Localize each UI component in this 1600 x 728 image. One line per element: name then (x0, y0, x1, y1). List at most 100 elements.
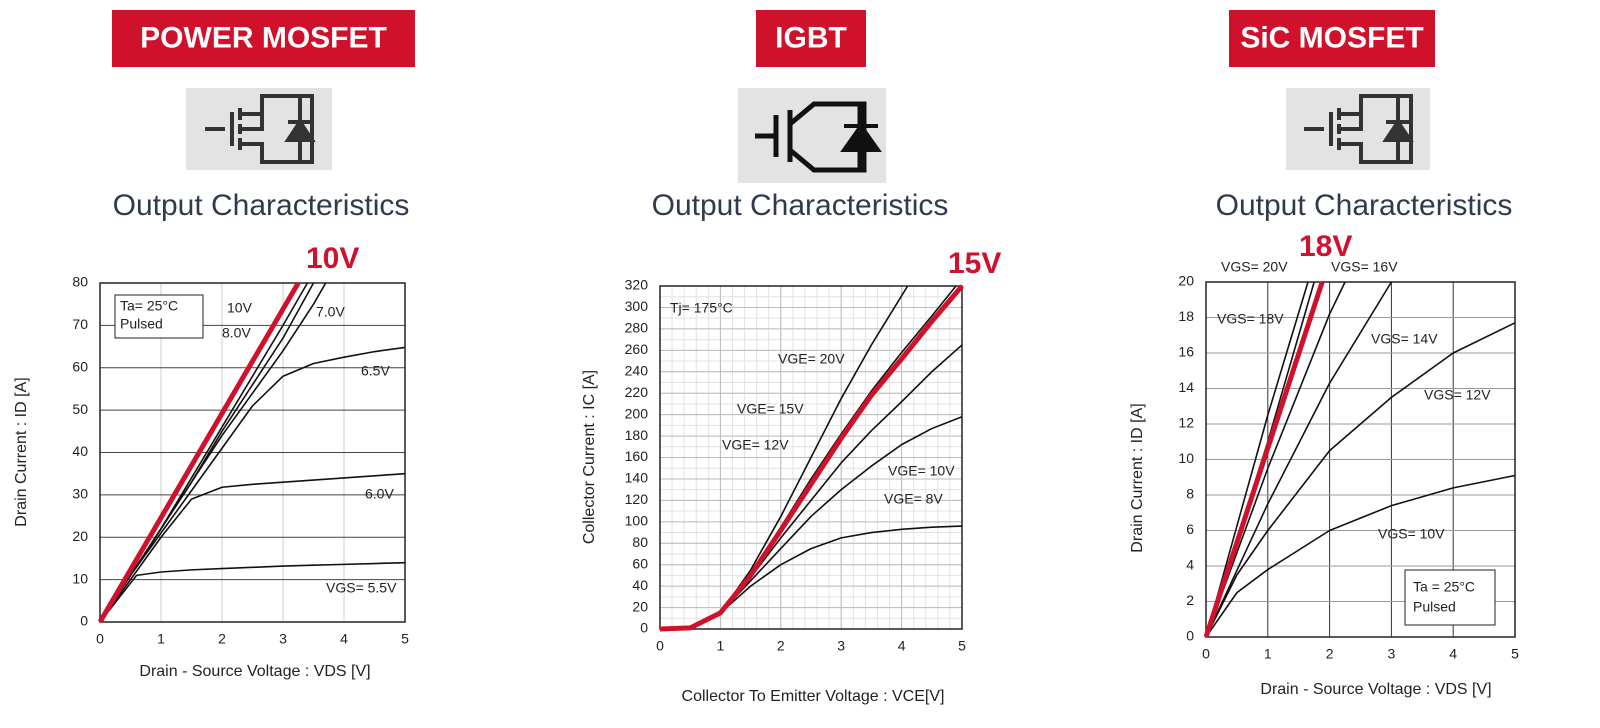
x-tick-label: 2 (1326, 646, 1334, 662)
highlight-line (659, 284, 964, 632)
badge (1229, 10, 1435, 67)
badge (112, 10, 415, 67)
annotation: Pulsed (120, 316, 163, 332)
subtitle: Output Characteristics (113, 189, 410, 222)
y-axis-label: Drain Current : ID [A] (1129, 403, 1146, 552)
x-tick-label: 1 (1264, 646, 1272, 662)
y-tick-label: 140 (625, 470, 649, 486)
curve-label: VGS= 10V (1378, 526, 1445, 542)
highlight-label: 10V (306, 242, 359, 275)
icons (186, 88, 1430, 183)
curve (99, 282, 327, 623)
y-tick-label: 20 (72, 528, 88, 544)
y-tick-label: 0 (80, 613, 88, 629)
badge-title: IGBT (775, 21, 847, 54)
y-axis-label: Collector Current : IC [A] (581, 370, 598, 544)
annotation: Tj= 175°C (670, 300, 733, 316)
curve-label: VGS= 16V (1331, 259, 1398, 275)
x-tick-label: 3 (1388, 646, 1396, 662)
curve (1205, 281, 1393, 638)
curve (659, 525, 963, 630)
y-tick-label: 4 (1186, 557, 1194, 573)
curve-label: VGE= 15V (737, 401, 804, 417)
y-axis-label: Drain Current : ID [A] (13, 377, 30, 526)
y-tick-label: 300 (625, 298, 649, 314)
y-tick-label: 16 (1178, 344, 1194, 360)
curve (99, 472, 406, 623)
curve-label: VGE= 20V (778, 351, 845, 367)
x-tick-label: 3 (837, 638, 845, 654)
y-tick-label: 260 (625, 341, 649, 357)
y-tick-label: 10 (72, 570, 88, 586)
x-tick-label: 2 (218, 631, 226, 647)
x-tick-label: 0 (656, 638, 664, 654)
y-tick-label: 8 (1186, 486, 1194, 502)
curve-label: VGS= 5.5V (326, 580, 397, 596)
subtitle: Output Characteristics (652, 189, 949, 222)
y-tick-label: 200 (625, 405, 649, 421)
y-tick-label: 10 (1178, 450, 1194, 466)
curve (99, 346, 406, 623)
highlight-line (97, 281, 301, 624)
y-tick-label: 6 (1186, 521, 1194, 537)
x-tick-label: 1 (157, 631, 165, 647)
y-tick-label: 120 (625, 491, 649, 507)
y-tick-label: 280 (625, 320, 649, 336)
badge-title: POWER MOSFET (140, 21, 387, 54)
annotation: Pulsed (1413, 599, 1456, 615)
x-tick-label: 4 (898, 638, 906, 654)
curve-label: 10V (227, 300, 253, 316)
y-tick-label: 80 (632, 534, 648, 550)
y-tick-label: 240 (625, 362, 649, 378)
y-tick-label: 0 (1186, 628, 1194, 644)
plot-frame (99, 282, 406, 623)
y-tick-label: 50 (72, 401, 88, 417)
plot-frame (1205, 281, 1516, 638)
x-tick-label: 0 (96, 631, 104, 647)
curve-label: 7.0V (316, 304, 345, 320)
curve-label: VGS= 14V (1371, 331, 1438, 347)
y-tick-label: 20 (1178, 273, 1194, 289)
x-tick-label: 2 (777, 638, 785, 654)
curve (1205, 281, 1346, 638)
y-tick-label: 40 (632, 577, 648, 593)
x-tick-label: 5 (958, 638, 966, 654)
y-tick-label: 30 (72, 486, 88, 502)
curve-label: VGE= 12V (722, 437, 789, 453)
y-tick-label: 14 (1178, 379, 1194, 395)
y-tick-label: 20 (632, 598, 648, 614)
y-tick-label: 220 (625, 384, 649, 400)
y-tick-label: 70 (72, 316, 88, 332)
x-axis-label: Collector To Emitter Voltage : VCE[V] (682, 688, 945, 705)
x-tick-label: 4 (340, 631, 348, 647)
mosfet-icon (1304, 94, 1413, 164)
x-tick-label: 1 (717, 638, 725, 654)
x-axis-label: Drain - Source Voltage : VDS [V] (1260, 681, 1491, 698)
curve (1205, 322, 1516, 638)
badge-title: SiC MOSFET (1240, 21, 1423, 54)
x-tick-label: 3 (279, 631, 287, 647)
y-tick-label: 40 (72, 443, 88, 459)
highlight-line (1203, 281, 1325, 638)
x-axis-label: Drain - Source Voltage : VDS [V] (139, 663, 370, 680)
mosfet-icon (205, 94, 314, 164)
igbt-icon (755, 101, 867, 173)
curve-label: VGS= 12V (1424, 387, 1491, 403)
highlight-label: 15V (948, 247, 1001, 280)
subtitle: Output Characteristics (1216, 189, 1513, 222)
y-tick-label: 2 (1186, 592, 1194, 608)
curve-label: VGS= 18V (1217, 311, 1284, 327)
curve-label: 6.5V (361, 363, 390, 379)
curve-label: VGE= 8V (884, 491, 943, 507)
diode-icon (840, 122, 882, 152)
annotation: Ta = 25°C (1413, 579, 1475, 595)
annotation: Ta= 25°C (120, 298, 178, 314)
y-tick-label: 60 (72, 358, 88, 374)
annotation-box (114, 294, 204, 339)
diode-icon (1382, 118, 1414, 142)
y-tick-label: 12 (1178, 415, 1194, 431)
y-tick-label: 80 (72, 274, 88, 290)
y-tick-label: 180 (625, 427, 649, 443)
curve (1205, 474, 1516, 638)
